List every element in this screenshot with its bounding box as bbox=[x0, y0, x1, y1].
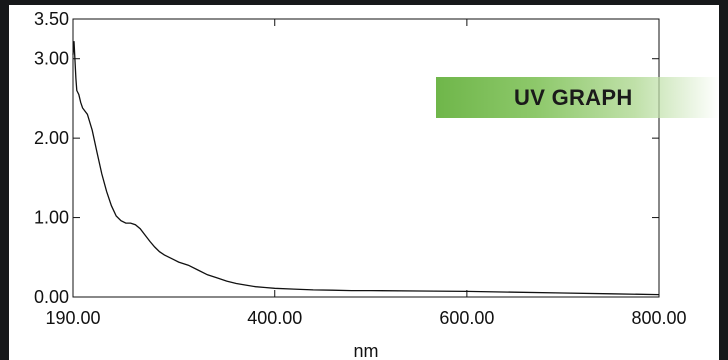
uv-graph-badge: UV GRAPH bbox=[436, 77, 719, 118]
y-tick-label: 3.00 bbox=[34, 49, 69, 69]
tick-labels: 190.00 400.00 600.00 800.00 0.00 1.00 2.00 3.00… bbox=[34, 9, 687, 328]
x-tick-label: 600.00 bbox=[439, 308, 494, 328]
x-axis-label: nm bbox=[353, 341, 378, 360]
uv-chart: 190.00 400.00 600.00 800.00 0.00 1.00 2.00 3.00… bbox=[34, 9, 687, 360]
plot-area bbox=[72, 18, 660, 298]
chart-frame: 190.00 400.00 600.00 800.00 0.00 1.00 2.00 3.00… bbox=[9, 5, 719, 360]
x-tick-label: 400.00 bbox=[247, 308, 302, 328]
axis-ticks bbox=[72, 18, 660, 298]
y-tick-label: 3.50 bbox=[34, 9, 69, 29]
y-tick-label: 1.00 bbox=[34, 208, 69, 228]
y-tick-label: 0.00 bbox=[34, 287, 69, 307]
x-tick-label: 800.00 bbox=[631, 308, 686, 328]
y-tick-label: 2.00 bbox=[34, 128, 69, 148]
series-line bbox=[72, 41, 660, 296]
badge-label: UV GRAPH bbox=[514, 84, 633, 110]
x-tick-label: 190.00 bbox=[45, 308, 100, 328]
